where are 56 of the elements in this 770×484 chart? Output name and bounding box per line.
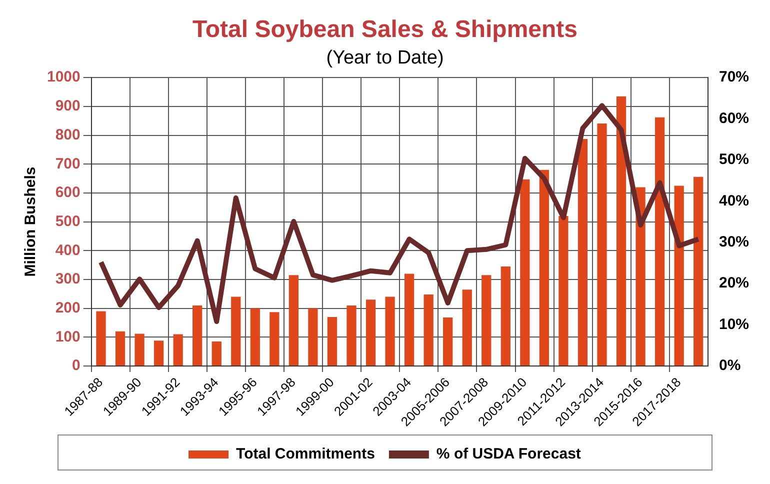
bar [539, 170, 550, 366]
y-tick-label: 600 [55, 184, 80, 202]
bar [115, 331, 126, 366]
legend-label: Total Commitments [236, 446, 375, 463]
bar [482, 275, 492, 366]
bar [404, 274, 414, 366]
y-tick-label: 700 [55, 155, 80, 172]
bar [694, 176, 704, 366]
y-tick-label: 0 [72, 357, 80, 374]
legend-label: % of USDA Forecast [436, 446, 581, 463]
bar [192, 305, 202, 366]
bar [443, 318, 453, 366]
bar [346, 305, 356, 366]
y-tick-label: 100 [55, 328, 80, 346]
bar [270, 312, 280, 366]
bar [366, 300, 376, 366]
y-tick-label: 200 [55, 299, 80, 316]
y2-tick-label: 30% [718, 234, 750, 251]
bar [288, 275, 299, 366]
bar [578, 139, 588, 366]
bar [616, 96, 626, 366]
y2-tick-label: 0% [718, 357, 741, 374]
y2-tick-label: 10% [718, 316, 750, 333]
bar [308, 308, 318, 366]
bar [558, 216, 568, 366]
bar [674, 186, 684, 366]
bar [231, 296, 241, 366]
bar [327, 316, 338, 366]
bar [134, 334, 144, 366]
bar [520, 179, 530, 366]
bar [462, 290, 472, 366]
y-tick-label: 500 [55, 212, 80, 230]
bar [654, 117, 665, 366]
y2-tick-label: 70% [718, 68, 750, 86]
y-tick-label: 800 [55, 126, 80, 144]
bar [250, 308, 260, 366]
y-tick-label: 900 [55, 98, 80, 115]
y2-tick-label: 20% [718, 274, 750, 292]
bar [212, 341, 222, 366]
chart-subtitle: (Year to Date) [326, 47, 444, 68]
y2-tick-label: 40% [718, 192, 750, 210]
bar [424, 294, 434, 366]
y-tick-label: 400 [55, 242, 80, 259]
y-tick-label: 300 [55, 270, 80, 288]
bar [385, 296, 395, 366]
bar [636, 187, 646, 366]
y2-tick-label: 50% [718, 151, 750, 168]
y-tick-label: 1000 [46, 68, 80, 86]
bar [500, 266, 510, 366]
y2-tick-label: 60% [718, 110, 750, 127]
bar [173, 334, 183, 366]
bar [154, 340, 164, 366]
bar [597, 123, 607, 366]
chart-title: Total Soybean Sales & Shipments [192, 16, 578, 44]
y-axis-title: Million Bushels [22, 166, 40, 277]
bar [96, 311, 106, 366]
